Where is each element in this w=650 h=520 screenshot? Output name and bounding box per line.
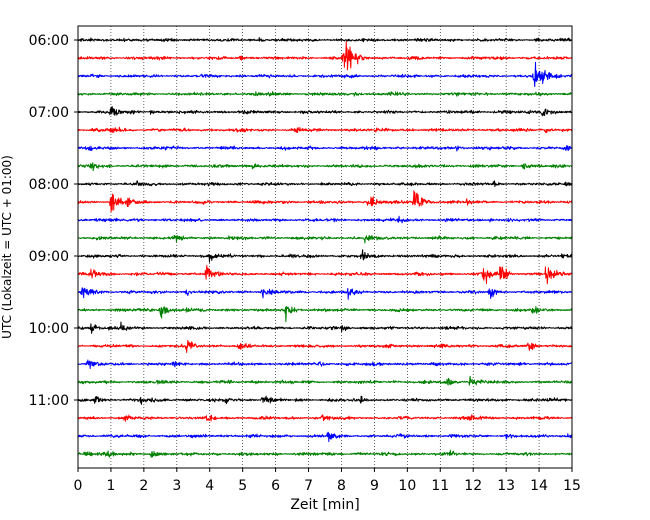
x-axis-title: Zeit [min] (290, 497, 359, 513)
trace-0645 (77, 91, 573, 97)
y-tick-label-1: 07:00 (29, 105, 69, 121)
x-tick-label-12: 12 (464, 478, 482, 494)
x-tick-label-15: 15 (563, 478, 581, 494)
trace-group (77, 37, 573, 458)
y-tick-label-0: 06:00 (29, 33, 69, 49)
x-tick-label-4: 4 (205, 478, 214, 494)
x-tick-label-13: 13 (497, 478, 515, 494)
trace-1045 (77, 375, 573, 386)
x-tick-label-7: 7 (304, 478, 313, 494)
grid-lines (110, 26, 540, 468)
y-axis-title: UTC (Lokalzeit = UTC + 01:00) (0, 155, 14, 339)
x-tick-label-9: 9 (370, 478, 379, 494)
trace-1015 (77, 339, 573, 353)
trace-1100 (77, 395, 573, 405)
trace-1030 (77, 359, 573, 369)
trace-0630 (77, 61, 573, 88)
trace-0800 (77, 180, 573, 187)
trace-1000 (77, 321, 573, 334)
trace-0815 (77, 190, 573, 213)
y-axis-ticks: 06:00 07:00 08:00 09:00 10:00 11:00 (29, 33, 78, 409)
trace-0915 (77, 264, 573, 285)
trace-0730 (77, 145, 573, 152)
x-axis-ticks: 0 1 2 3 4 5 6 7 8 9 10 11 12 13 14 15 (74, 468, 581, 494)
trace-0900 (77, 249, 573, 263)
trace-0745 (77, 162, 573, 172)
y-tick-label-5: 11:00 (29, 393, 69, 409)
trace-0715 (77, 126, 573, 133)
x-tick-label-3: 3 (172, 478, 181, 494)
trace-1130 (77, 431, 573, 443)
y-tick-label-4: 10:00 (29, 321, 69, 337)
x-tick-label-0: 0 (74, 478, 83, 494)
trace-0700 (77, 106, 573, 117)
trace-0945 (77, 305, 573, 323)
x-tick-label-11: 11 (431, 478, 449, 494)
x-tick-label-6: 6 (271, 478, 280, 494)
trace-1115 (77, 414, 573, 422)
x-tick-label-10: 10 (398, 478, 416, 494)
plot-frame (77, 25, 573, 469)
trace-0615 (77, 40, 573, 71)
x-tick-label-5: 5 (238, 478, 247, 494)
trace-0845 (77, 234, 573, 244)
y-tick-label-3: 09:00 (29, 249, 69, 265)
trace-0600 (77, 37, 573, 43)
trace-0830 (77, 215, 573, 224)
x-tick-label-8: 8 (337, 478, 346, 494)
x-tick-label-1: 1 (106, 478, 115, 494)
trace-0930 (77, 287, 573, 300)
x-tick-label-2: 2 (139, 478, 148, 494)
x-tick-label-14: 14 (530, 478, 548, 494)
y-tick-label-2: 08:00 (29, 177, 69, 193)
trace-1145 (77, 449, 573, 458)
